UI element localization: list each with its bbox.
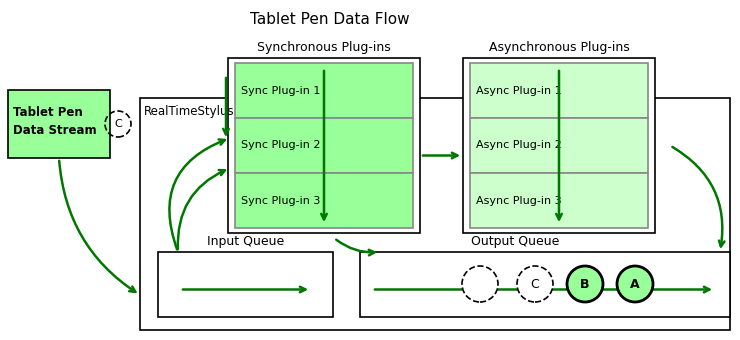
- Text: Sync Plug-in 3: Sync Plug-in 3: [241, 195, 320, 205]
- Bar: [470, 63, 648, 118]
- Text: Async Plug-in 2: Async Plug-in 2: [476, 140, 562, 151]
- Text: Sync Plug-in 1: Sync Plug-in 1: [241, 85, 320, 96]
- Circle shape: [517, 266, 553, 302]
- Circle shape: [462, 266, 498, 302]
- Bar: [140, 98, 730, 330]
- Bar: [463, 58, 655, 233]
- Bar: [235, 173, 413, 228]
- Bar: [235, 63, 413, 118]
- Text: Synchronous Plug-ins: Synchronous Plug-ins: [257, 41, 391, 54]
- Circle shape: [567, 266, 603, 302]
- Text: C: C: [531, 277, 539, 290]
- Bar: [8, 90, 110, 158]
- Text: Tablet Pen Data Flow: Tablet Pen Data Flow: [250, 12, 410, 27]
- Text: A: A: [630, 277, 640, 290]
- Text: Async Plug-in 1: Async Plug-in 1: [476, 85, 562, 96]
- Text: Asynchronous Plug-ins: Asynchronous Plug-ins: [488, 41, 630, 54]
- Bar: [158, 252, 333, 317]
- Text: Data Stream: Data Stream: [13, 123, 97, 136]
- Text: RealTimeStylus: RealTimeStylus: [144, 105, 235, 119]
- Text: Tablet Pen: Tablet Pen: [13, 105, 83, 119]
- Text: Async Plug-in 3: Async Plug-in 3: [476, 195, 562, 205]
- Bar: [470, 118, 648, 173]
- Bar: [235, 118, 413, 173]
- Circle shape: [617, 266, 653, 302]
- Text: C: C: [114, 119, 122, 129]
- Bar: [470, 173, 648, 228]
- Text: Output Queue: Output Queue: [471, 235, 559, 248]
- Text: Input Queue: Input Queue: [207, 235, 284, 248]
- Bar: [228, 58, 420, 233]
- Bar: [360, 252, 730, 317]
- Text: B: B: [580, 277, 590, 290]
- Text: Sync Plug-in 2: Sync Plug-in 2: [241, 140, 320, 151]
